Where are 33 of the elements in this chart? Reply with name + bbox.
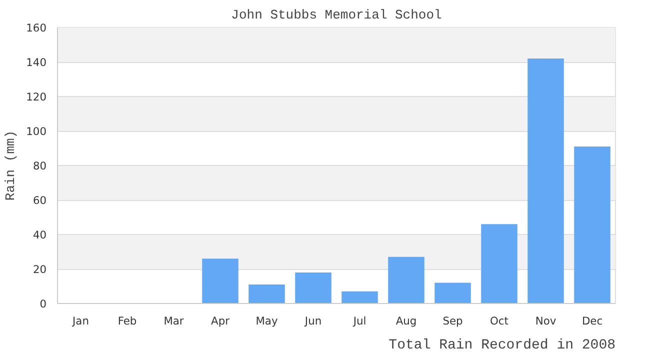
bar bbox=[342, 291, 378, 304]
x-tick-label: Feb bbox=[118, 314, 137, 328]
y-tick-label: 80 bbox=[32, 160, 47, 172]
x-tick-label: Apr bbox=[211, 314, 230, 328]
x-tick-label: Aug bbox=[396, 314, 417, 328]
bar bbox=[528, 58, 564, 304]
bar bbox=[388, 256, 424, 304]
y-tick-label: 20 bbox=[32, 263, 47, 276]
y-tick-label: 160 bbox=[26, 22, 47, 34]
x-tick-label: Jun bbox=[304, 314, 322, 328]
bar bbox=[574, 146, 610, 304]
bar bbox=[295, 272, 332, 304]
y-tick-label: 0 bbox=[40, 298, 47, 310]
x-tick-label: Nov bbox=[535, 314, 556, 328]
x-tick-label: Dec bbox=[582, 314, 603, 328]
y-tick-label: 120 bbox=[26, 90, 47, 104]
x-axis-title: Total Rain Recorded in 2008 bbox=[388, 338, 616, 354]
x-tick-label: Oct bbox=[490, 314, 508, 328]
x-tick-label: May bbox=[256, 314, 278, 328]
x-tick-label: Mar bbox=[164, 314, 184, 328]
y-axis-title: Rain (mm) bbox=[3, 130, 18, 201]
bar bbox=[248, 284, 285, 304]
y-tick-label: 140 bbox=[26, 56, 47, 69]
bar bbox=[434, 282, 471, 304]
chart-title: John Stubbs Memorial School bbox=[231, 8, 442, 22]
y-tick-label: 60 bbox=[32, 194, 47, 207]
x-tick-label: Jul bbox=[352, 314, 366, 328]
bar bbox=[202, 258, 238, 304]
y-tick-label: 40 bbox=[32, 228, 47, 242]
y-tick-label: 100 bbox=[26, 125, 47, 138]
x-tick-label: Sep bbox=[442, 314, 464, 328]
x-tick-label: Jan bbox=[72, 314, 89, 328]
bar bbox=[481, 224, 518, 304]
